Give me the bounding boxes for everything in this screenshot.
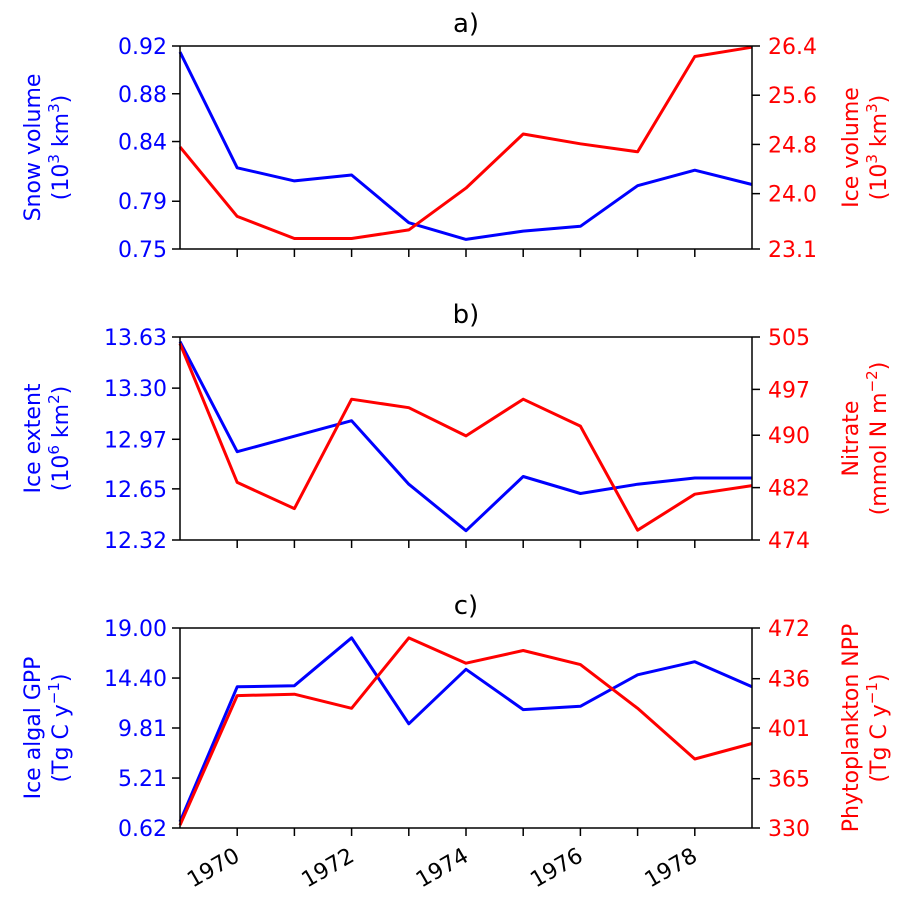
- left-y-tick-label: 0.62: [118, 817, 167, 842]
- panel-title: c): [454, 591, 478, 621]
- right-y-tick-label: 490: [768, 424, 810, 449]
- left-y-axis-label: Snow volume (103 km3): [21, 74, 74, 222]
- panel-title: b): [453, 300, 480, 330]
- panel-c: c) 0.62 5.21 9.81 14.40 19.00 330 365 401 436 472 I…: [21, 591, 892, 842]
- x-tick-label: 1972: [298, 844, 359, 894]
- right-y-tick-label: 482: [768, 477, 810, 502]
- left-y-tick-label: 0.88: [118, 83, 167, 108]
- left-y-tick-label: 0.84: [118, 131, 167, 156]
- x-tick-label: 1974: [412, 844, 473, 894]
- right-y-tick-label: 401: [768, 717, 810, 742]
- right-y-tick-label: 436: [768, 668, 810, 693]
- right-series-line: [178, 342, 753, 532]
- svg-text:(103 km3): (103 km3): [45, 95, 74, 200]
- left-y-tick-label: 9.81: [118, 717, 167, 742]
- left-y-tick-label: 12.32: [104, 529, 167, 554]
- right-series-line: [178, 636, 753, 826]
- panel-title: a): [453, 9, 479, 39]
- right-y-tick-label: 497: [768, 378, 810, 403]
- left-y-tick-label: 12.97: [104, 428, 167, 453]
- left-y-axis-label: Ice algal GPP (Tg C y−1): [21, 657, 74, 800]
- svg-text:(mmol N m−2): (mmol N m−2): [863, 362, 892, 516]
- x-tick-labels: 1970 1972 1974 1976 1978: [183, 844, 702, 894]
- left-y-tick-label: 19.00: [104, 617, 167, 642]
- right-y-axis-label: Ice volume (103 km3): [839, 87, 892, 208]
- right-y-tick-label: 23.1: [768, 238, 817, 263]
- left-series-line: [178, 51, 753, 241]
- x-tick-label: 1976: [526, 844, 587, 894]
- right-y-tick-label: 330: [768, 817, 810, 842]
- right-y-tick-label: 26.4: [768, 35, 817, 60]
- left-series-line: [178, 636, 753, 823]
- right-series-line: [178, 45, 753, 240]
- right-y-tick-label: 474: [768, 529, 810, 554]
- left-y-tick-label: 12.65: [104, 478, 167, 503]
- right-y-axis-label: Nitrate (mmol N m−2): [839, 362, 892, 516]
- left-y-tick-label: 5.21: [118, 767, 167, 792]
- right-y-tick-label: 505: [768, 326, 810, 351]
- right-y-tick-label: 25.6: [768, 84, 817, 109]
- svg-text:(Tg C y−1): (Tg C y−1): [863, 673, 892, 782]
- svg-text:Nitrate: Nitrate: [839, 401, 864, 477]
- svg-text:(Tg C y−1): (Tg C y−1): [45, 673, 74, 782]
- panel-b: b) 12.32 12.65 12.97 13.30 13.63 474 482 490 497 5…: [21, 300, 892, 554]
- right-y-axis-label: Phytoplankton NPP (Tg C y−1): [839, 624, 892, 833]
- left-y-tick-label: 13.30: [104, 377, 167, 402]
- left-y-tick-label: 0.79: [118, 190, 167, 215]
- svg-text:(103 km3): (103 km3): [863, 95, 892, 200]
- svg-text:Ice algal GPP: Ice algal GPP: [21, 657, 46, 800]
- right-y-tick-label: 24.8: [768, 133, 817, 158]
- left-y-tick-label: 14.40: [104, 667, 167, 692]
- left-y-tick-label: 0.75: [118, 238, 167, 263]
- svg-text:Snow volume: Snow volume: [21, 74, 46, 222]
- right-y-tick-label: 365: [768, 768, 810, 793]
- svg-text:Ice extent: Ice extent: [21, 383, 46, 493]
- left-series-line: [178, 340, 752, 533]
- svg-text:Ice volume: Ice volume: [839, 87, 864, 208]
- x-tick-label: 1978: [641, 844, 702, 894]
- left-y-tick-label: 0.92: [118, 35, 167, 60]
- svg-text:(106 km2): (106 km2): [45, 386, 74, 491]
- svg-text:Phytoplankton NPP: Phytoplankton NPP: [839, 624, 864, 833]
- right-y-tick-label: 24.0: [768, 183, 817, 208]
- x-tick-label: 1970: [183, 844, 244, 894]
- left-y-axis-label: Ice extent (106 km2): [21, 383, 74, 493]
- panel-a: a) 0.75 0.79 0.84 0.88 0.92 23.1 24.0 24.8 25.6 26…: [21, 9, 892, 263]
- right-y-tick-label: 472: [768, 617, 810, 642]
- left-y-tick-label: 13.63: [104, 326, 167, 351]
